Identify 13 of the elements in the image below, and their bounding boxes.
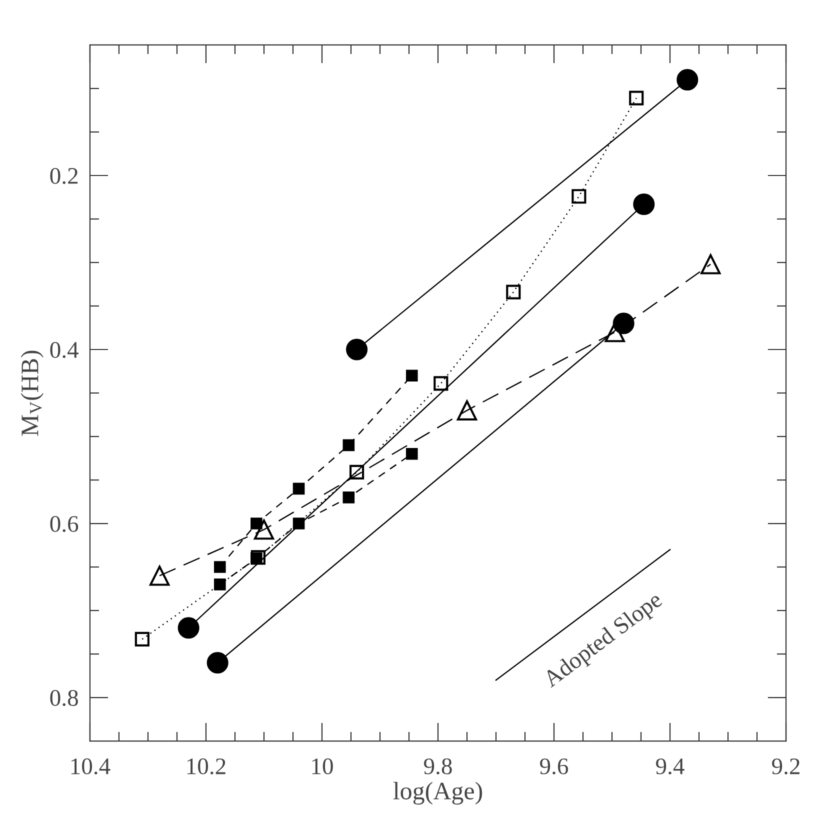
x-tick-label: 10 [312,758,333,774]
x-tick-label: 10.2 [187,758,226,774]
x-tick-label: 9.4 [656,758,684,774]
y-tick-label: 0.2 [50,168,78,184]
x-axis-title: log(Age) [393,782,482,805]
y-tick-label: 0.8 [50,690,78,706]
x-tick-label: 9.2 [772,758,800,774]
x-tick-label: 9.8 [424,758,452,774]
y-tick-label: 0.4 [50,342,78,358]
y-tick-label: 0.6 [50,516,78,532]
x-tick-label: 9.6 [540,758,568,774]
x-tick-label: 10.4 [71,758,110,774]
y-axis-title: M$_{V}$(HB) [20,350,44,436]
